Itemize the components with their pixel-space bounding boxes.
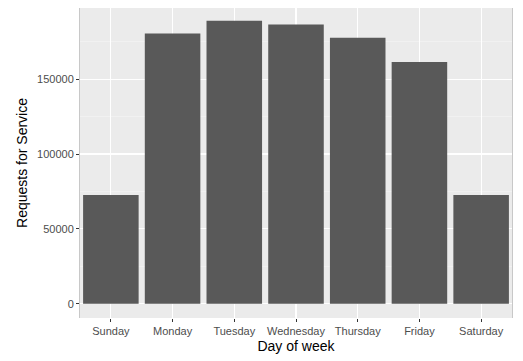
svg-text:Sunday: Sunday [92, 325, 130, 337]
svg-text:Day of week: Day of week [257, 338, 335, 354]
svg-text:Wednesday: Wednesday [267, 325, 325, 337]
svg-text:50000: 50000 [43, 223, 74, 235]
svg-text:Friday: Friday [404, 325, 435, 337]
svg-text:150000: 150000 [37, 73, 74, 85]
svg-text:Saturday: Saturday [459, 325, 504, 337]
svg-text:100000: 100000 [37, 148, 74, 160]
svg-text:Thursday: Thursday [335, 325, 381, 337]
svg-text:0: 0 [68, 298, 74, 310]
svg-text:Requests for Service: Requests for Service [14, 98, 30, 228]
svg-text:Monday: Monday [153, 325, 193, 337]
svg-text:Tuesday: Tuesday [213, 325, 255, 337]
